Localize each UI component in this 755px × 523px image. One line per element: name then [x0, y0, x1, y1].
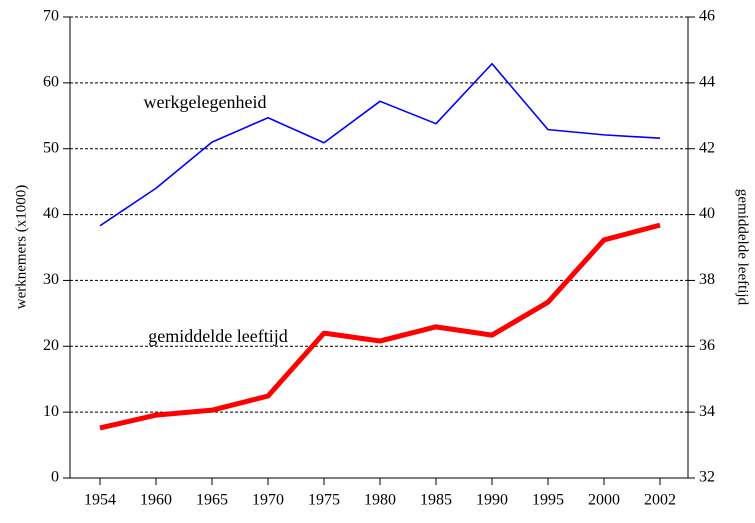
y-tick-label: 30: [43, 271, 59, 288]
y2-tick-label: 44: [699, 74, 715, 91]
y-tick-label: 70: [43, 8, 59, 25]
y2-tick-label: 34: [699, 403, 715, 420]
x-tick-label: 1975: [308, 492, 340, 509]
y-tick-label: 20: [43, 337, 59, 354]
y2-tick-label: 32: [699, 469, 715, 486]
y2-tick-label: 38: [699, 271, 715, 288]
x-tick-label: 2002: [644, 492, 676, 509]
y-tick-label: 40: [43, 205, 59, 222]
y2-tick-label: 40: [699, 205, 715, 222]
y-tick-label: 10: [43, 403, 59, 420]
x-tick-label: 1965: [196, 492, 228, 509]
x-tick-label: 1954: [84, 492, 116, 509]
x-tick-label: 1960: [140, 492, 172, 509]
x-tick-label: 1980: [364, 492, 396, 509]
y2-axis-label: gemiddelde leeftijd: [735, 189, 751, 306]
y2-tick-label: 36: [699, 337, 715, 354]
line-series: [99, 62, 661, 227]
y-tick-label: 50: [43, 139, 59, 156]
x-tick-label: 1985: [420, 492, 452, 509]
y2-tick-label: 42: [699, 139, 715, 156]
y-axis-label: werknemers (x1000): [13, 185, 29, 310]
x-tick-label: 2000: [588, 492, 620, 509]
x-tick-label: 1990: [476, 492, 508, 509]
x-tick-label: 1995: [532, 492, 564, 509]
y2-tick-label: 46: [699, 8, 715, 25]
line-series: [99, 222, 661, 431]
series-label: werkgelegenheid: [144, 92, 267, 112]
x-tick-label: 1970: [252, 492, 284, 509]
y-tick-label: 0: [51, 469, 59, 486]
series-label: gemiddelde leeftijd: [148, 326, 287, 346]
y-tick-label: 60: [43, 74, 59, 91]
